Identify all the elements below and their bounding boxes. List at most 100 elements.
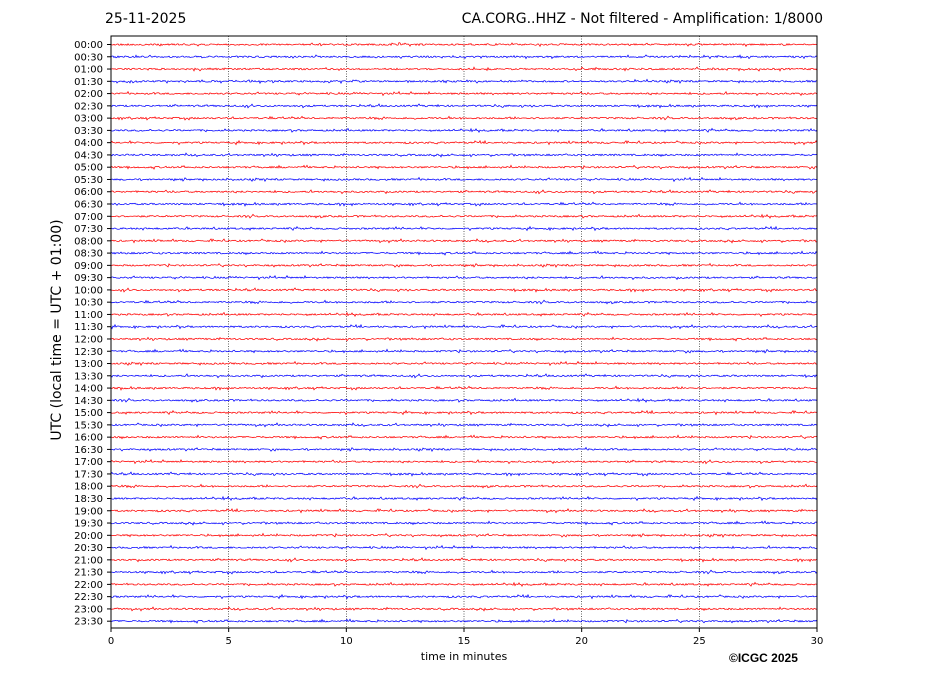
y-tick-label: 21:00 [74, 555, 103, 566]
y-tick-label: 09:30 [74, 273, 103, 284]
trace-1000 [110, 287, 818, 293]
y-tick-label: 02:30 [74, 101, 103, 112]
trace-1130 [110, 323, 818, 330]
date-label: 25-11-2025 [105, 11, 187, 27]
trace-1300 [110, 360, 818, 367]
y-tick-label: 12:00 [74, 334, 103, 345]
trace-0030 [110, 54, 818, 60]
y-tick-label: 22:30 [74, 592, 103, 603]
trace-2330 [110, 618, 818, 624]
trace-0630 [110, 201, 818, 207]
y-tick-label: 01:00 [74, 65, 103, 76]
y-tick-label: 16:30 [74, 445, 103, 456]
y-tick-label: 08:00 [74, 236, 103, 247]
trace-2030 [110, 544, 818, 551]
trace-1630 [110, 446, 818, 452]
chart-title: CA.CORG..HHZ - Not filtered - Amplificat… [461, 11, 823, 27]
y-tick-label: 00:00 [74, 40, 103, 51]
y-tick-label: 19:30 [74, 519, 103, 530]
trace-1730 [110, 471, 818, 477]
trace-1030 [110, 299, 818, 305]
x-tick-label: 5 [225, 636, 231, 647]
trace-0700 [110, 213, 818, 219]
y-tick-label: 13:30 [74, 371, 103, 382]
x-ticks: 0 5 10 15 20 25 30 [108, 628, 823, 647]
y-axis-label: UTC (local time = UTC + 01:00) [49, 219, 65, 441]
trace-1400 [110, 385, 818, 391]
y-tick-label: 17:30 [74, 469, 103, 480]
trace-2000 [110, 532, 818, 538]
trace-0530 [110, 176, 818, 183]
trace-0100 [110, 66, 818, 72]
y-tick-label: 01:30 [74, 77, 103, 88]
y-tick-label: 10:00 [74, 285, 103, 296]
trace-0930 [110, 274, 818, 281]
copyright-label: ©ICGC 2025 [729, 651, 798, 665]
trace-2200 [110, 581, 818, 587]
y-tick-label: 05:30 [74, 175, 103, 186]
y-tick-label: 03:00 [74, 114, 103, 125]
x-tick-label: 20 [575, 636, 588, 647]
y-tick-label: 03:30 [74, 126, 103, 137]
y-tick-label: 05:00 [74, 163, 103, 174]
y-tick-label: 02:00 [74, 89, 103, 100]
trace-2130 [110, 569, 818, 575]
y-tick-label: 13:00 [74, 359, 103, 370]
y-tick-label: 08:30 [74, 249, 103, 260]
y-tick-label: 07:30 [74, 224, 103, 235]
y-tick-label: 22:00 [74, 580, 103, 591]
trace-2300 [110, 606, 818, 612]
y-tick-label: 15:00 [74, 408, 103, 419]
trace-1500 [110, 409, 818, 416]
trace-1200 [110, 336, 818, 342]
y-tick-label: 07:00 [74, 212, 103, 223]
y-tick-label: 23:30 [74, 617, 103, 628]
y-tick-label: 04:30 [74, 150, 103, 161]
trace-1830 [110, 495, 818, 502]
trace-0230 [110, 103, 818, 109]
trace-0730 [110, 225, 818, 232]
x-axis-label: time in minutes [420, 650, 508, 663]
trace-2230 [110, 593, 818, 600]
y-tick-label: 16:00 [74, 433, 103, 444]
trace-0130 [110, 78, 818, 85]
y-tick-label: 17:00 [74, 457, 103, 468]
y-tick-label: 21:30 [74, 568, 103, 579]
y-tick-label: 18:00 [74, 482, 103, 493]
trace-1800 [110, 483, 818, 489]
y-tick-label: 15:30 [74, 420, 103, 431]
trace-1330 [110, 373, 818, 379]
trace-0330 [110, 127, 818, 133]
trace-0400 [110, 139, 818, 146]
trace-2100 [110, 557, 818, 563]
y-tick-label: 12:30 [74, 347, 103, 358]
trace-1530 [111, 422, 818, 428]
y-tick-label: 04:00 [74, 138, 103, 149]
trace-0900 [110, 262, 818, 268]
trace-0430 [110, 152, 818, 158]
trace-1700 [110, 459, 818, 465]
trace-0200 [110, 90, 818, 97]
seismic-traces [110, 42, 818, 624]
grid-lines [228, 36, 700, 628]
trace-1430 [110, 397, 818, 403]
y-tick-label: 10:30 [74, 298, 103, 309]
y-tick-label: 20:30 [74, 543, 103, 554]
y-tick-label: 06:30 [74, 200, 103, 211]
y-tick-label: 11:30 [74, 322, 103, 333]
y-tick-label: 19:00 [74, 506, 103, 517]
x-tick-label: 15 [458, 636, 471, 647]
x-tick-label: 10 [340, 636, 353, 647]
y-tick-label: 09:00 [74, 261, 103, 272]
trace-1900 [110, 507, 818, 514]
trace-1930 [110, 520, 818, 526]
y-tick-label: 14:30 [74, 396, 103, 407]
y-tick-label: 18:30 [74, 494, 103, 505]
trace-0300 [110, 115, 818, 121]
trace-1600 [110, 434, 818, 440]
x-tick-label: 25 [693, 636, 706, 647]
trace-0000 [110, 42, 818, 48]
trace-0800 [110, 238, 818, 244]
trace-0500 [110, 164, 818, 170]
